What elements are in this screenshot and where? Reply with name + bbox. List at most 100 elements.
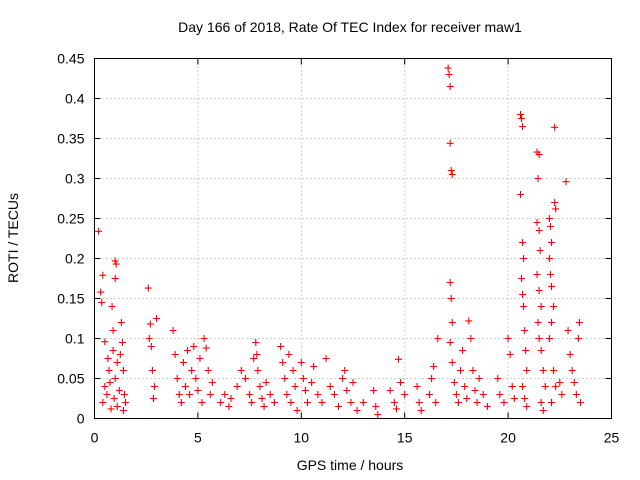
data-point-marker — [450, 379, 458, 386]
data-point-marker — [122, 399, 130, 406]
data-point-marker — [445, 71, 453, 78]
data-point-marker — [448, 359, 456, 366]
data-point-marker — [413, 383, 421, 390]
data-point-marker — [237, 367, 245, 374]
data-point-marker — [206, 391, 214, 398]
data-point-marker — [519, 239, 527, 246]
data-point-marker — [548, 239, 556, 246]
data-point-marker — [106, 379, 114, 386]
data-point-marker — [241, 375, 249, 382]
data-point-marker — [483, 403, 491, 410]
data-point-marker — [537, 399, 545, 406]
data-point-marker — [266, 391, 274, 398]
x-tick-label: 15 — [397, 430, 413, 446]
data-point-marker — [556, 379, 564, 386]
data-point-marker — [537, 303, 545, 310]
data-point-marker — [262, 379, 270, 386]
data-point-marker — [473, 399, 481, 406]
y-tick-label: 0.05 — [57, 371, 84, 387]
data-point-marker — [190, 343, 198, 350]
data-point-marker — [390, 399, 398, 406]
data-point-marker — [308, 379, 316, 386]
data-point-marker — [552, 205, 560, 213]
data-point-marker — [169, 327, 177, 334]
data-point-marker — [570, 379, 578, 386]
data-point-marker — [297, 359, 305, 366]
data-point-marker — [208, 379, 216, 386]
data-point-marker — [120, 391, 128, 398]
data-point-marker — [149, 395, 157, 402]
data-point-marker — [107, 405, 115, 413]
data-point-marker — [349, 379, 357, 386]
data-point-marker — [97, 288, 105, 296]
data-point-marker — [517, 191, 525, 198]
data-point-marker — [448, 319, 456, 326]
data-point-marker — [200, 335, 208, 342]
data-point-marker — [533, 219, 541, 226]
data-point-marker — [173, 375, 181, 382]
data-point-marker — [184, 347, 192, 354]
y-tick-labels: 0 0.05 0.1 0.15 0.2 0.25 0.3 0.35 0.4 0.45 — [57, 51, 84, 427]
data-point-marker — [539, 407, 547, 414]
data-point-marker — [310, 363, 318, 370]
x-tick-label: 5 — [194, 430, 202, 446]
data-point-marker — [564, 327, 572, 334]
data-point-marker — [522, 347, 530, 354]
data-point-marker — [353, 407, 361, 414]
data-point-marker — [394, 355, 402, 363]
data-point-marker — [221, 391, 229, 398]
data-point-marker — [574, 335, 582, 342]
data-point-marker — [116, 351, 124, 358]
data-point-marker — [253, 351, 261, 358]
data-point-marker — [386, 387, 394, 394]
data-point-marker — [434, 335, 442, 342]
data-point-marker — [196, 355, 204, 362]
data-point-marker — [177, 399, 185, 406]
data-point-marker — [314, 391, 322, 398]
data-point-marker — [181, 383, 189, 390]
data-point-marker — [417, 407, 425, 414]
data-point-marker — [250, 355, 258, 362]
data-point-marker — [225, 403, 233, 410]
plot-frame — [94, 58, 612, 419]
data-point-marker — [550, 303, 558, 310]
axis-ticks — [94, 58, 612, 419]
data-point-marker — [506, 351, 514, 358]
data-point-marker — [103, 391, 111, 398]
data-point-marker — [520, 255, 528, 262]
data-point-marker — [430, 363, 438, 370]
data-point-marker — [518, 115, 526, 122]
data-point-marker — [535, 151, 543, 158]
y-tick-label: 0.35 — [57, 131, 84, 147]
data-point-marker — [146, 320, 154, 328]
data-point-marker — [359, 399, 367, 406]
data-point-marker — [260, 403, 268, 410]
data-point-marker — [452, 391, 460, 398]
x-tick-label: 10 — [294, 430, 310, 446]
data-point-marker — [330, 391, 338, 398]
data-point-marker — [347, 399, 355, 406]
data-point-marker — [545, 255, 553, 262]
data-point-marker — [548, 399, 556, 406]
data-point-marker — [510, 395, 518, 402]
data-point-marker — [370, 387, 378, 394]
data-point-marker — [279, 359, 287, 366]
y-tick-label: 0.4 — [65, 91, 85, 107]
data-point-marker — [171, 351, 179, 358]
data-point-marker — [519, 291, 527, 298]
x-tick-labels: 0 5 10 15 20 25 — [91, 430, 620, 446]
data-point-marker — [575, 319, 583, 326]
data-point-marker — [101, 338, 109, 346]
x-tick-label: 25 — [604, 430, 620, 446]
data-point-marker — [119, 407, 127, 414]
data-point-marker — [115, 387, 123, 394]
data-point-marker — [471, 387, 479, 394]
y-tick-label: 0.2 — [65, 251, 85, 267]
data-point-marker — [248, 399, 256, 406]
data-point-marker — [198, 399, 206, 406]
data-point-marker — [99, 271, 107, 279]
data-point-marker — [463, 395, 471, 402]
data-point-marker — [457, 367, 465, 374]
data-point-marker — [113, 403, 121, 410]
